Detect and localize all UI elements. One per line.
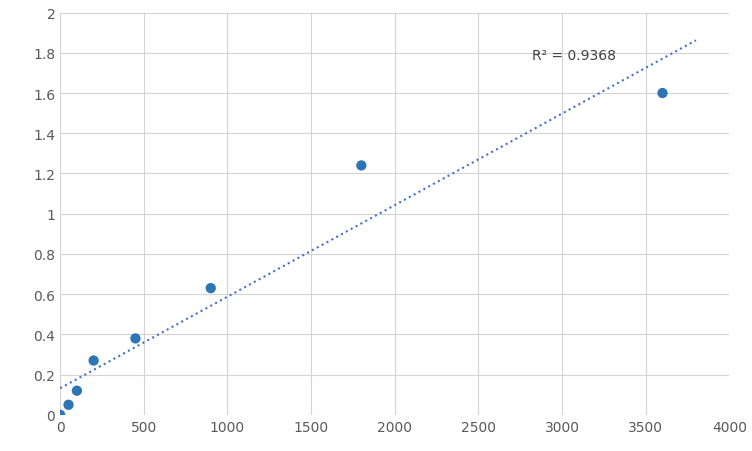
Point <box>355 162 367 170</box>
Text: R² = 0.9368: R² = 0.9368 <box>532 49 616 63</box>
Point <box>205 285 217 292</box>
Point <box>87 357 99 364</box>
Point <box>129 335 141 342</box>
Point <box>656 90 669 97</box>
Point <box>62 401 74 409</box>
Point <box>71 387 83 395</box>
Point <box>54 411 66 419</box>
